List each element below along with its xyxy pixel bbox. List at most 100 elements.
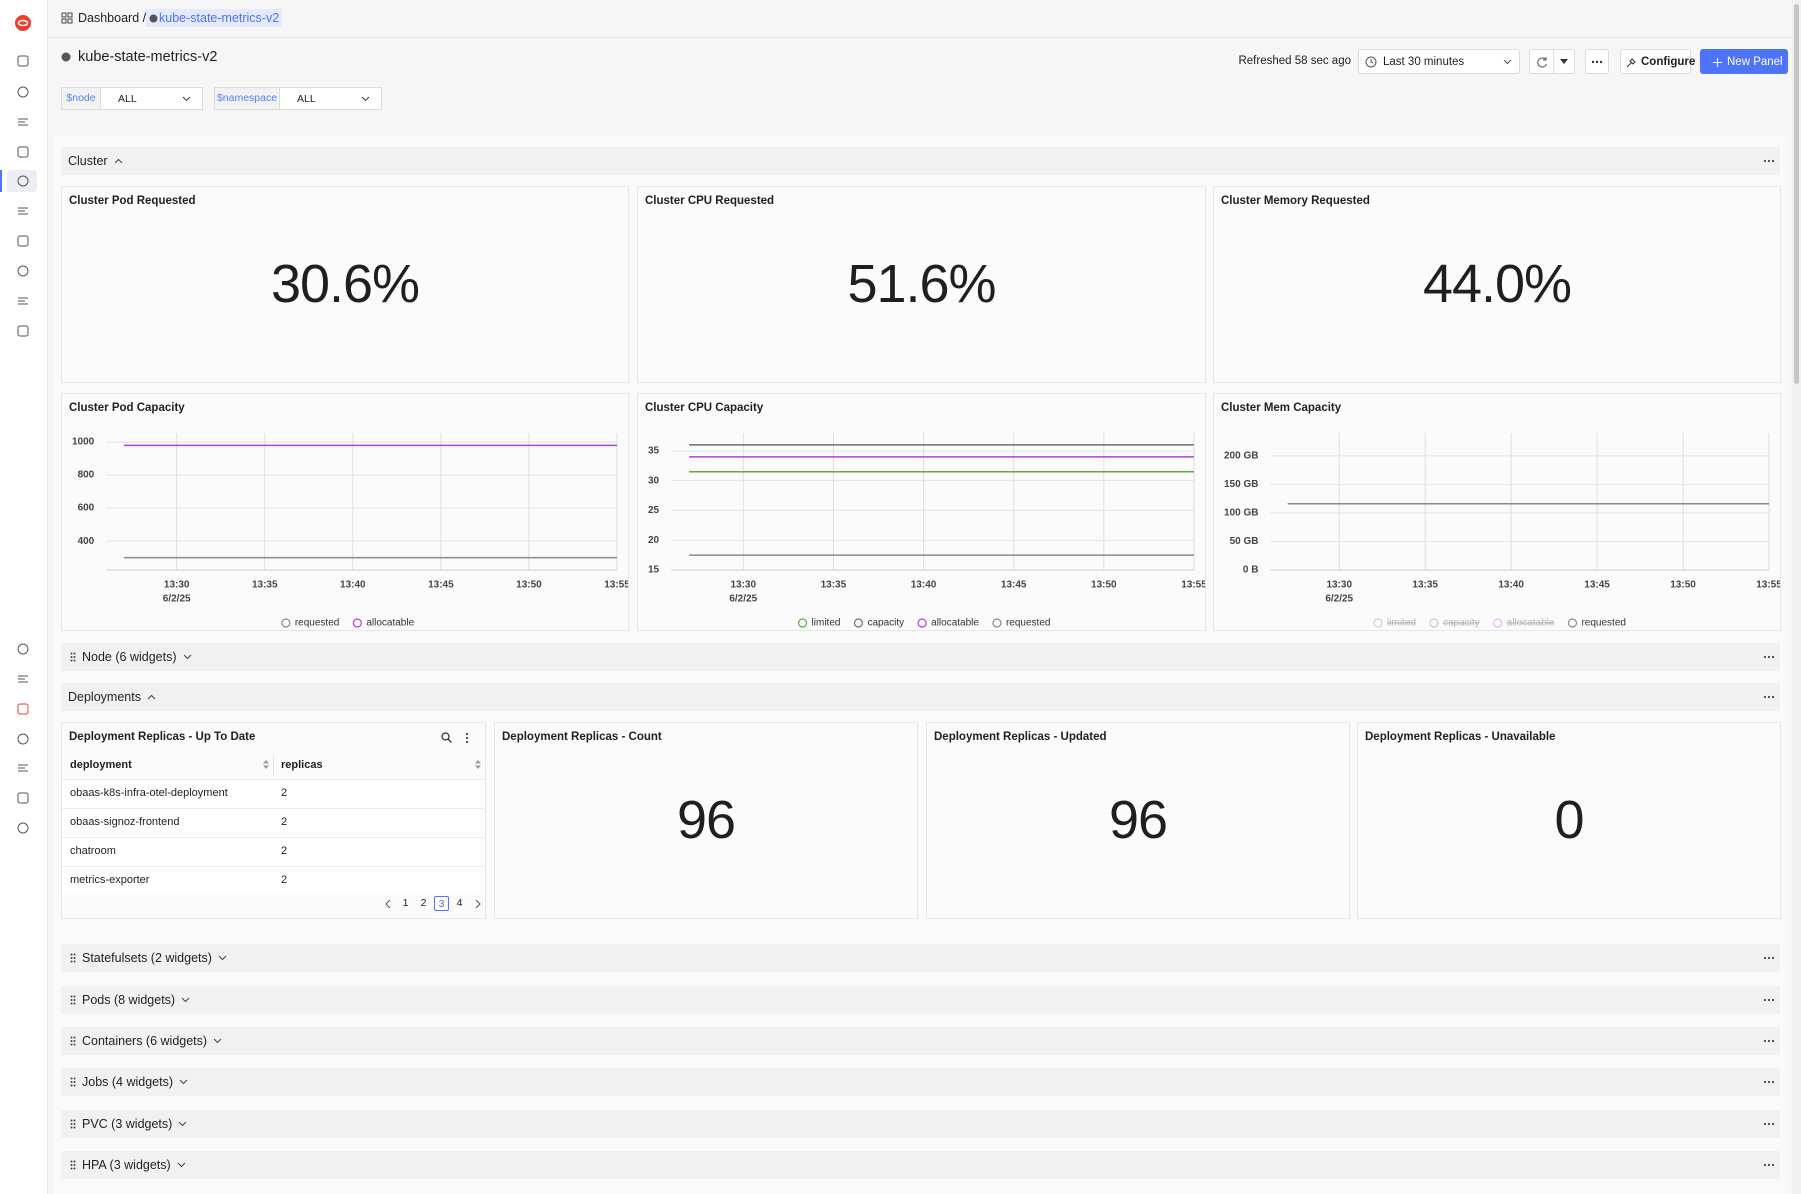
prev-page[interactable] <box>385 900 391 908</box>
table-cell: obaas-signoz-frontend <box>70 816 180 828</box>
chart-panel: Cluster Pod Capacity 400 600 800 1000 13:30 13… <box>61 393 629 631</box>
nav-icon[interactable] <box>17 235 29 247</box>
logo[interactable] <box>15 15 31 31</box>
icon-shape <box>17 792 29 804</box>
nav-icon[interactable] <box>17 673 29 685</box>
legend-label: allocatable <box>366 618 414 629</box>
legend-marker <box>281 618 291 628</box>
nav-icon[interactable] <box>17 295 29 307</box>
legend-item[interactable]: allocatable <box>917 618 979 629</box>
dot <box>70 1043 73 1046</box>
legend-item[interactable]: allocatable <box>1493 618 1555 629</box>
nav-icon[interactable] <box>17 643 29 655</box>
breadcrumb-root[interactable]: Dashboard / <box>78 11 147 25</box>
search-icon[interactable] <box>441 732 452 743</box>
column-header[interactable]: replicas <box>281 759 323 771</box>
table-row <box>62 866 485 895</box>
kebab-menu[interactable] <box>1763 1163 1775 1167</box>
variable-value: ALL <box>118 93 137 105</box>
dot <box>73 1167 76 1170</box>
section-row[interactable]: Statefulsets (2 widgets) <box>61 944 1780 972</box>
nav-icon[interactable] <box>17 146 29 158</box>
legend-item[interactable]: limited <box>1373 618 1416 629</box>
legend-item[interactable]: capacity <box>1429 618 1480 629</box>
nav-icon[interactable] <box>17 265 29 277</box>
kebab-menu[interactable] <box>1763 1080 1775 1084</box>
section-row[interactable]: Pods (8 widgets) <box>61 986 1780 1014</box>
dot <box>1771 1080 1775 1084</box>
kebab-menu[interactable] <box>1763 998 1775 1002</box>
legend-item[interactable]: requested <box>1567 618 1626 629</box>
variable-select[interactable]: ALL <box>101 87 203 110</box>
nav-icon[interactable] <box>17 733 29 745</box>
nav-icon[interactable] <box>17 792 29 804</box>
nav-icon[interactable] <box>17 86 29 98</box>
icon-shape <box>17 86 29 98</box>
kebab-menu[interactable] <box>1763 159 1775 163</box>
kebab-menu[interactable] <box>1763 1039 1775 1043</box>
refresh-button[interactable] <box>1529 49 1575 74</box>
column-header[interactable]: deployment <box>70 759 132 771</box>
y-tick-label: 30 <box>648 475 660 486</box>
section-row[interactable]: Cluster <box>61 147 1780 175</box>
legend-marker <box>1429 618 1439 628</box>
dot <box>73 1081 76 1083</box>
drag-handle[interactable] <box>70 1119 76 1129</box>
dot <box>1767 655 1771 659</box>
nav-icon[interactable] <box>17 325 29 337</box>
section-row[interactable]: PVC (3 widgets) <box>61 1110 1780 1138</box>
configure-button[interactable]: Configure <box>1620 49 1695 74</box>
icon-shape <box>17 265 29 277</box>
page-number[interactable]: 2 <box>420 897 427 909</box>
section-row[interactable]: HPA (3 widgets) <box>61 1151 1780 1179</box>
next-page[interactable] <box>475 900 481 908</box>
section-row[interactable]: Jobs (4 widgets) <box>61 1068 1780 1096</box>
page-number[interactable]: 1 <box>402 897 409 909</box>
variable-select[interactable]: ALL <box>280 87 382 110</box>
sort-icon[interactable] <box>263 760 269 769</box>
clock-icon <box>1365 56 1377 68</box>
drag-handle[interactable] <box>70 652 76 662</box>
panel-title: Cluster Mem Capacity <box>1221 402 1342 414</box>
kebab-menu[interactable] <box>1763 695 1775 699</box>
section-row[interactable]: Deployments <box>61 683 1780 711</box>
dot <box>73 1084 76 1087</box>
nav-icon[interactable] <box>17 175 29 187</box>
drag-handle[interactable] <box>70 1077 76 1087</box>
dot <box>1767 159 1771 163</box>
section-row[interactable]: Containers (6 widgets) <box>61 1027 1780 1055</box>
legend-item[interactable]: allocatable <box>352 618 415 629</box>
chart-panel: Cluster CPU Capacity 15 20 25 30 35 13:30 13:35… <box>637 393 1206 631</box>
time-range-select[interactable]: Last 30 minutes <box>1358 49 1520 74</box>
stat-panel: Deployment Replicas - Updated 96 <box>926 722 1350 919</box>
drag-handle[interactable] <box>70 1160 76 1170</box>
kebab-menu[interactable] <box>1763 655 1775 659</box>
drag-handle[interactable] <box>70 1036 76 1046</box>
dot <box>70 1123 73 1125</box>
nav-icon[interactable] <box>17 822 29 834</box>
drag-handle[interactable] <box>70 953 76 963</box>
nav-icon[interactable] <box>17 205 29 217</box>
legend-item[interactable]: requested <box>992 618 1050 629</box>
kebab-menu[interactable] <box>1763 956 1775 960</box>
page-number[interactable]: 3 <box>434 896 449 911</box>
y-tick-label: 0 B <box>1243 565 1259 576</box>
nav-icon[interactable] <box>17 116 29 128</box>
more-button[interactable] <box>1585 49 1609 74</box>
new-panel-button[interactable]: New Panel <box>1700 49 1788 74</box>
page-number[interactable]: 4 <box>456 897 463 909</box>
kebab-menu[interactable] <box>1763 1122 1775 1126</box>
x-tick-label: 13:40 <box>340 580 366 591</box>
kebab-vertical[interactable] <box>465 732 469 744</box>
legend-item[interactable]: requested <box>281 618 339 629</box>
drag-handle[interactable] <box>70 995 76 1005</box>
nav-icon[interactable] <box>17 762 29 774</box>
sort-icon[interactable] <box>475 760 481 769</box>
section-row[interactable]: Node (6 widgets) <box>61 643 1780 671</box>
breadcrumb-current[interactable]: kube-state-metrics-v2 <box>146 9 283 27</box>
section-title: Deployments <box>68 690 141 704</box>
nav-icon[interactable] <box>17 703 29 715</box>
legend-item[interactable]: capacity <box>853 618 904 629</box>
legend-item[interactable]: limited <box>797 618 841 629</box>
nav-icon[interactable] <box>17 55 29 67</box>
